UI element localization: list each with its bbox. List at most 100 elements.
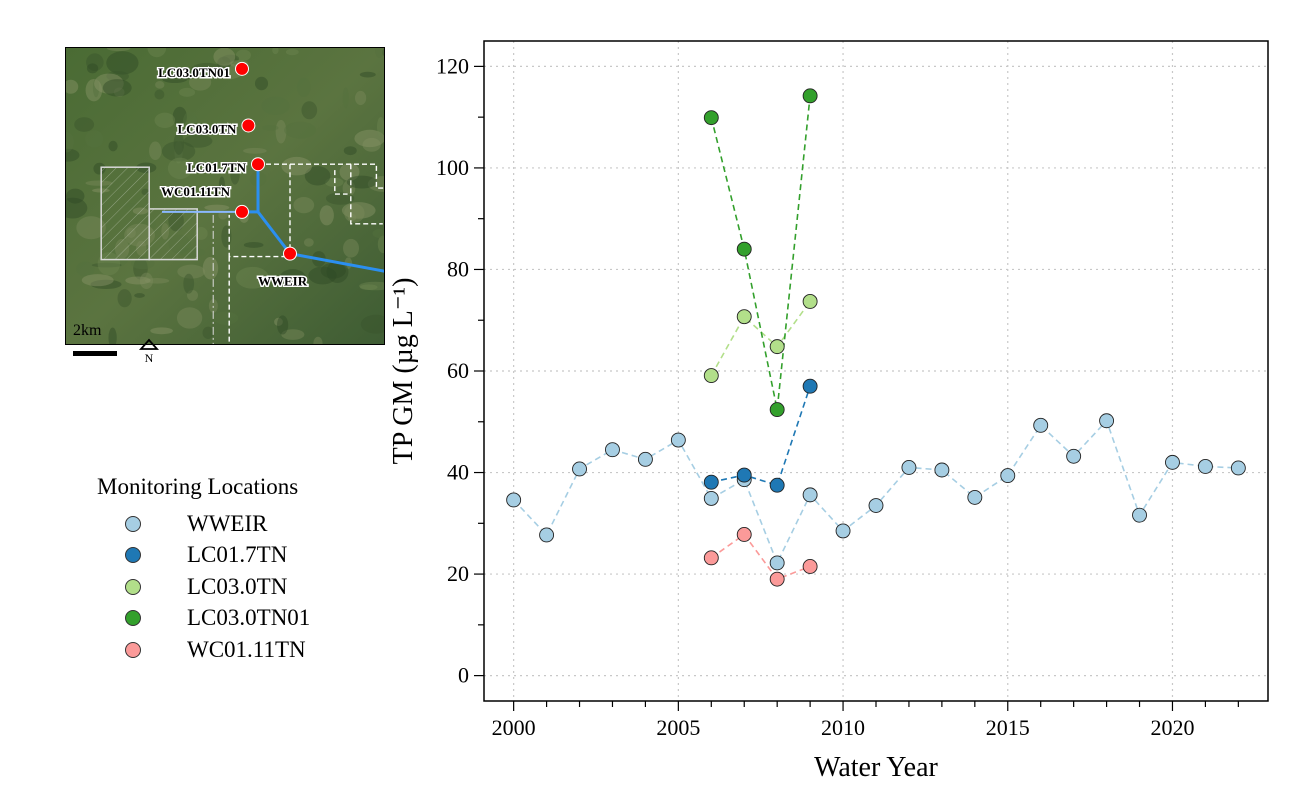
y-tick-label: 100 <box>436 155 469 180</box>
terrain-patch <box>66 148 80 162</box>
data-point-WC01.11TN <box>769 571 785 587</box>
terrain-patch <box>161 141 196 162</box>
y-tick-label: 40 <box>447 460 469 485</box>
terrain-patch <box>374 48 384 58</box>
data-point-WWEIR <box>1000 468 1016 484</box>
terrain-patch <box>66 188 85 204</box>
terrain-patch <box>343 146 357 156</box>
terrain-patch <box>108 327 117 344</box>
y-axis-title: TP GM (µg L⁻¹) <box>388 278 419 465</box>
legend-item: LC03.0TN <box>97 571 310 603</box>
legend-swatch <box>125 641 141 658</box>
terrain-patch <box>90 279 122 290</box>
station-label: WWEIR <box>258 273 308 288</box>
terrain-patch <box>202 326 214 339</box>
legend-swatch <box>125 515 141 532</box>
data-point-WWEIR <box>670 432 686 448</box>
terrain-patch <box>81 274 114 287</box>
data-point-LC01.7TN <box>703 474 719 490</box>
terrain-patch <box>66 131 74 153</box>
data-point-WWEIR <box>1165 454 1180 470</box>
terrain-patch <box>347 213 357 222</box>
terrain-patch <box>86 53 104 72</box>
terrain-patch <box>376 117 384 137</box>
terrain-patch <box>125 276 151 285</box>
legend-label: WWEIR <box>187 510 268 536</box>
terrain-patch <box>346 175 377 189</box>
data-point-LC03.0TN01 <box>703 110 719 126</box>
data-point-LC01.7TN <box>736 467 752 483</box>
terrain-patch <box>85 130 104 148</box>
terrain-patch <box>188 73 212 91</box>
y-tick-label: 80 <box>447 256 469 281</box>
terrain-patch <box>92 78 100 98</box>
legend-label: WC01.11TN <box>187 636 306 662</box>
terrain-patch <box>261 96 290 115</box>
data-point-WWEIR <box>802 487 818 503</box>
station-marker <box>283 246 297 261</box>
boundary-line <box>258 163 384 189</box>
terrain-patch <box>355 90 367 106</box>
terrain-patch <box>362 137 381 152</box>
x-tick-label: 2020 <box>1150 715 1194 740</box>
terrain-patch <box>86 63 99 74</box>
north-arrow-icon: N <box>138 338 160 364</box>
data-point-LC03.0TN <box>736 309 752 325</box>
terrain-patch <box>275 119 287 144</box>
terrain-patch <box>359 284 378 291</box>
series-line-WWEIR <box>513 419 1239 565</box>
x-tick-label: 2000 <box>492 715 536 740</box>
terrain-patch <box>94 73 124 94</box>
terrain-patch <box>304 166 331 186</box>
terrain-patch <box>320 262 346 279</box>
data-point-WC01.11TN <box>736 527 752 542</box>
terrain-patch <box>117 289 132 308</box>
legend-title: Monitoring Locations <box>97 474 299 499</box>
terrain-patch <box>177 264 206 279</box>
terrain-patch <box>66 79 79 94</box>
terrain-patch <box>106 51 139 75</box>
x-axis-title: Water Year <box>814 752 938 783</box>
terrain-patch <box>342 180 356 197</box>
data-point-WWEIR <box>1197 458 1213 474</box>
y-tick-label: 0 <box>458 663 469 688</box>
terrain-patch <box>243 242 264 248</box>
terrain-patch <box>339 162 360 181</box>
boundary-line <box>228 164 291 258</box>
terrain-patch <box>326 260 349 283</box>
legend-label: LC03.0TN <box>187 573 288 599</box>
data-point-LC03.0TN01 <box>802 88 818 104</box>
data-point-LC03.0TN01 <box>736 241 752 257</box>
terrain-patch <box>277 315 289 335</box>
y-tick-label: 120 <box>436 53 469 78</box>
terrain-patch <box>301 101 318 120</box>
data-point-LC03.0TN <box>769 339 785 355</box>
terrain-patch <box>344 203 365 223</box>
terrain-patch <box>285 48 299 56</box>
terrain-patch <box>284 121 317 139</box>
terrain-patch <box>154 89 165 100</box>
terrain-patch <box>74 117 95 132</box>
data-point-WWEIR <box>539 527 555 543</box>
data-point-WC01.11TN <box>703 550 719 566</box>
series-line-LC03.0TN01 <box>710 95 811 410</box>
terrain-patch <box>274 317 283 326</box>
legend-swatch <box>125 547 141 564</box>
canal-line <box>256 164 384 273</box>
data-point-WWEIR <box>967 489 983 505</box>
data-point-WWEIR <box>868 498 884 513</box>
station-marker <box>241 118 256 133</box>
map-parcel <box>100 166 150 261</box>
terrain-patch <box>213 48 236 66</box>
terrain-patch <box>147 48 167 58</box>
data-point-WWEIR <box>769 555 785 571</box>
terrain-patch <box>154 112 176 129</box>
terrain-patch <box>113 87 125 98</box>
terrain-patch <box>382 48 384 56</box>
terrain-patch <box>133 257 148 280</box>
terrain-patch <box>272 48 279 55</box>
terrain-patch <box>106 48 131 52</box>
terrain-patch <box>204 204 230 211</box>
station-marker <box>251 157 265 172</box>
data-point-WWEIR <box>703 490 719 506</box>
